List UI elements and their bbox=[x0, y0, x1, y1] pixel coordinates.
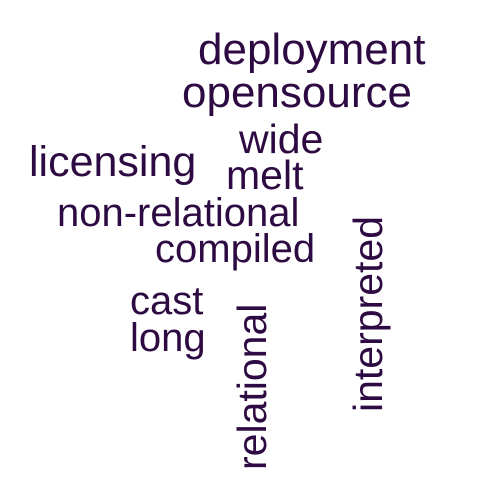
word-long: long bbox=[130, 316, 206, 360]
word-compiled: compiled bbox=[155, 227, 316, 271]
word-melt: melt bbox=[226, 152, 304, 198]
word-cast: cast bbox=[130, 279, 204, 323]
word-deployment: deployment bbox=[198, 25, 426, 74]
word-interpreted: interpreted bbox=[345, 215, 391, 412]
word-licensing: licensing bbox=[29, 138, 197, 186]
word-opensource: opensource bbox=[182, 68, 412, 117]
word-relational: relational bbox=[229, 303, 275, 470]
word-wide: wide bbox=[239, 116, 324, 162]
word-non-relational: non-relational bbox=[57, 191, 300, 235]
